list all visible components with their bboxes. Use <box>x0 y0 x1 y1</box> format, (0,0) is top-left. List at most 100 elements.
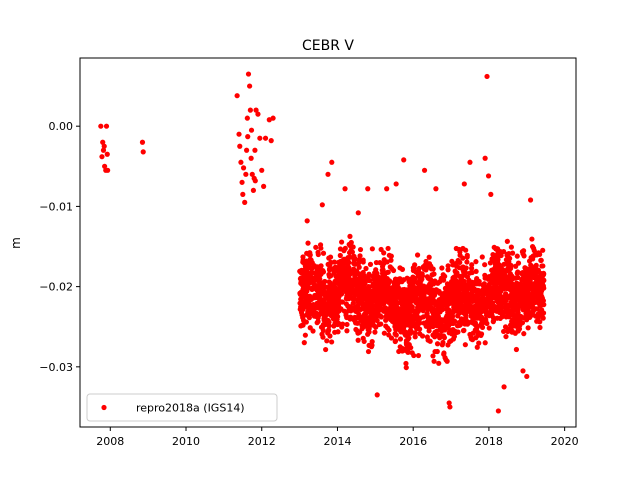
data-point <box>526 302 532 309</box>
data-point <box>345 258 351 264</box>
data-point <box>245 71 252 77</box>
data-point <box>393 332 399 338</box>
data-point <box>438 275 444 281</box>
data-point <box>523 266 529 272</box>
data-point <box>399 266 406 272</box>
data-point <box>512 330 518 336</box>
data-point <box>426 297 432 303</box>
data-point <box>514 253 520 259</box>
data-point <box>533 313 539 319</box>
data-point <box>489 293 495 300</box>
data-point <box>261 183 267 189</box>
data-point <box>522 296 528 303</box>
data-point <box>247 83 253 89</box>
data-point <box>513 263 519 269</box>
data-point <box>496 280 502 286</box>
data-point <box>347 233 353 239</box>
data-point <box>504 238 510 244</box>
data-point <box>524 317 530 323</box>
data-point <box>441 335 448 341</box>
data-point <box>524 274 531 280</box>
data-point <box>360 335 366 341</box>
data-point <box>395 280 402 286</box>
data-point-outlier <box>527 197 534 203</box>
data-point <box>322 301 328 307</box>
data-point-outlier <box>433 186 439 192</box>
data-point <box>363 293 369 299</box>
data-point-outlier <box>319 202 325 208</box>
data-point <box>429 321 435 327</box>
data-point <box>301 275 307 281</box>
data-point <box>100 139 106 145</box>
data-point <box>324 338 330 344</box>
data-point <box>446 330 452 336</box>
data-point <box>327 261 333 268</box>
data-point-outlier <box>421 167 428 173</box>
data-point-outlier <box>495 408 501 414</box>
data-point <box>521 292 527 298</box>
data-point <box>320 322 326 328</box>
y-tick-label: −0.02 <box>39 281 73 294</box>
data-point <box>337 252 343 259</box>
data-point <box>519 303 525 309</box>
data-point <box>359 326 365 332</box>
data-point <box>379 299 386 305</box>
data-point <box>389 265 395 272</box>
data-point <box>537 324 543 331</box>
data-point <box>347 254 353 260</box>
data-point <box>457 280 464 286</box>
data-point <box>445 323 452 329</box>
data-point <box>364 321 370 327</box>
data-point <box>473 288 479 294</box>
x-tick-label: 2018 <box>475 435 503 448</box>
data-point <box>369 313 375 319</box>
data-point <box>325 330 331 336</box>
data-point <box>372 276 378 282</box>
data-point <box>494 246 500 252</box>
data-point <box>369 297 375 304</box>
data-point <box>329 283 336 289</box>
y-tick-label: −0.03 <box>39 361 73 374</box>
data-point <box>368 322 374 328</box>
data-point <box>369 339 375 345</box>
data-point <box>330 311 336 317</box>
data-point <box>367 261 374 267</box>
data-point <box>388 302 394 308</box>
data-point <box>478 321 484 328</box>
x-tick-label: 2014 <box>323 435 351 448</box>
data-point <box>457 249 463 255</box>
data-point <box>417 331 423 337</box>
data-point <box>255 111 261 117</box>
data-point <box>521 331 527 337</box>
data-point <box>462 265 468 272</box>
data-point <box>331 259 337 265</box>
data-point <box>234 93 240 99</box>
data-point <box>356 264 362 270</box>
data-point-outlier <box>329 159 335 165</box>
data-point <box>464 259 470 265</box>
x-tick-label: 2008 <box>96 435 124 448</box>
x-tick-label: 2012 <box>248 435 276 448</box>
data-point <box>462 342 468 348</box>
data-point <box>442 317 448 323</box>
data-point <box>341 248 347 254</box>
data-point <box>540 284 546 290</box>
x-tick-label: 2010 <box>172 435 200 448</box>
data-point <box>425 262 431 268</box>
data-point <box>301 340 307 346</box>
data-point <box>499 311 505 318</box>
data-point <box>501 261 507 267</box>
data-point <box>268 138 274 144</box>
data-point <box>479 254 485 260</box>
data-point <box>321 289 328 295</box>
legend-box <box>86 393 278 422</box>
data-point <box>532 263 538 269</box>
data-point <box>498 289 504 295</box>
data-point <box>397 336 404 342</box>
data-point <box>452 268 458 274</box>
data-point <box>355 298 361 304</box>
data-point <box>539 263 545 269</box>
data-point <box>455 313 461 319</box>
data-point <box>503 291 509 297</box>
data-point <box>336 301 342 307</box>
